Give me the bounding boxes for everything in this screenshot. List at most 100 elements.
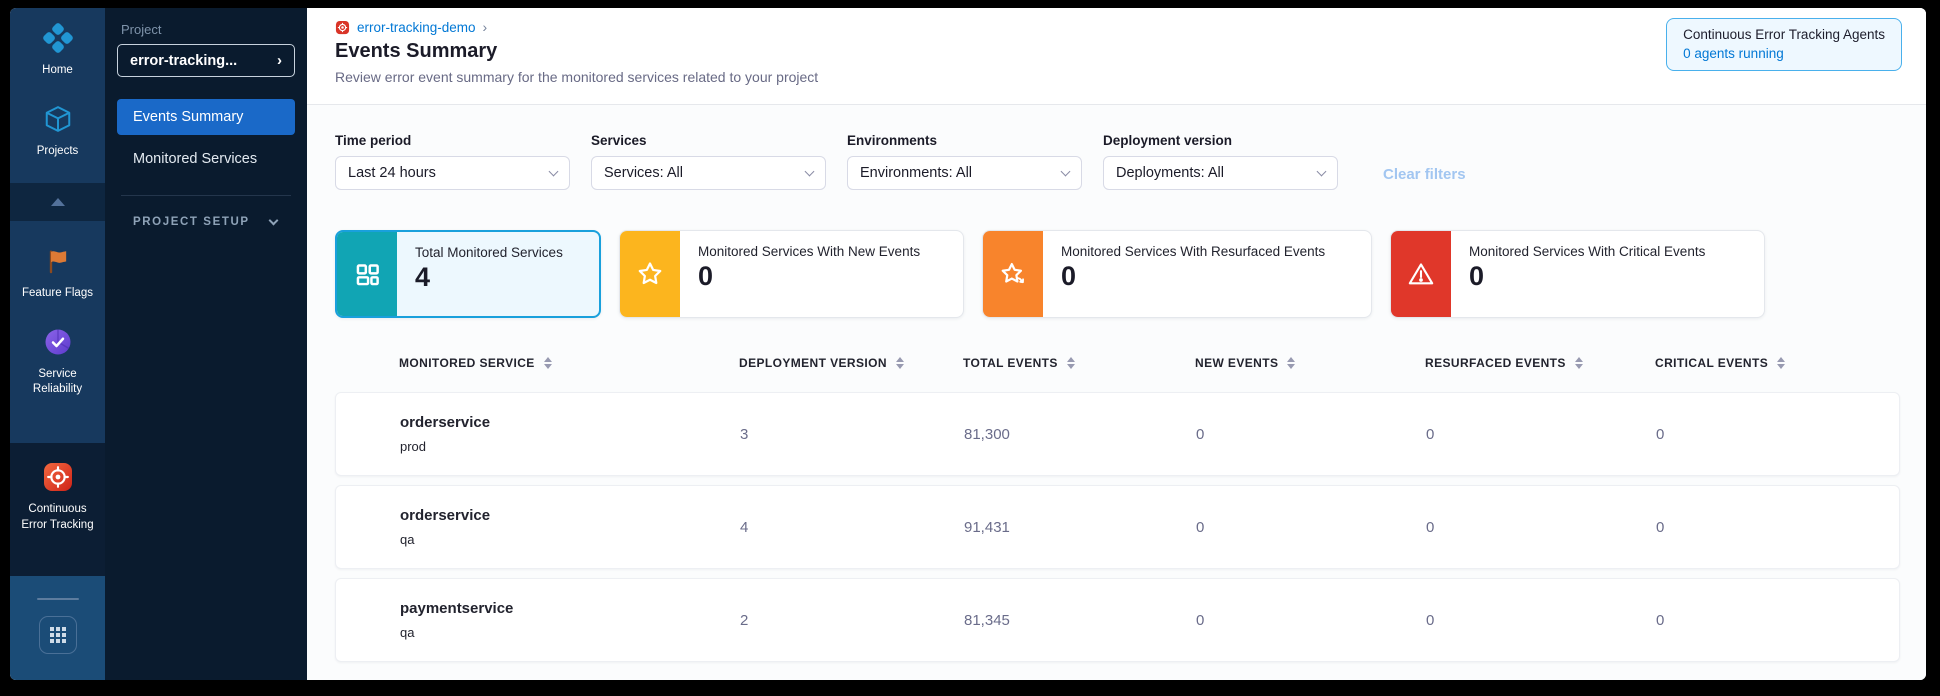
project-setup-toggle[interactable]: PROJECT SETUP <box>117 215 295 228</box>
service-environment: qa <box>400 532 415 547</box>
rail-item-service-reliability[interactable]: Service Reliability <box>10 324 105 398</box>
sort-icon <box>543 357 552 369</box>
page-subtitle: Review error event summary for the monit… <box>335 69 819 85</box>
chevron-down-icon <box>804 166 815 176</box>
column-header-label: CRITICAL EVENTS <box>1655 356 1769 370</box>
column-header-label: NEW EVENTS <box>1195 356 1279 370</box>
service-reliability-icon <box>40 324 76 360</box>
total-events-cell: 81,345 <box>964 611 1010 629</box>
service-cell: orderservice qa <box>400 507 740 547</box>
chevron-right-icon: › <box>482 19 488 35</box>
sidebar-divider <box>121 195 291 196</box>
stat-card-value: 4 <box>415 262 431 292</box>
filter-label: Services <box>591 133 647 148</box>
rail-section-top: Home Projects <box>10 8 105 183</box>
sort-icon <box>1287 357 1296 369</box>
new-events-cell: 0 <box>1196 425 1205 443</box>
sort-icon <box>1777 357 1786 369</box>
column-header-label: TOTAL EVENTS <box>963 356 1058 370</box>
sort-icon <box>895 357 904 369</box>
deployments-select[interactable]: Deployments: All <box>1103 156 1338 190</box>
column-header-total-events[interactable]: TOTAL EVENTS <box>963 356 1195 370</box>
resurfaced-events-cell: 0 <box>1426 425 1435 443</box>
rail-scroll-up[interactable] <box>10 183 105 221</box>
environments-select[interactable]: Environments: All <box>847 156 1082 190</box>
critical-events-cell: 0 <box>1656 611 1665 629</box>
service-environment: prod <box>400 439 427 454</box>
column-header-resurfaced-events[interactable]: RESURFACED EVENTS <box>1425 356 1655 370</box>
stat-card-new-events[interactable]: Monitored Services With New Events 0 <box>619 230 964 318</box>
column-header-label: RESURFACED EVENTS <box>1425 356 1566 370</box>
stat-card-value: 0 <box>698 261 714 291</box>
chevron-down-icon <box>548 166 559 176</box>
project-label: Project <box>121 22 162 37</box>
select-value: Services: All <box>604 165 683 181</box>
deployment-version-cell: 2 <box>740 611 749 629</box>
select-value: Environments: All <box>860 165 973 181</box>
project-selector-value: error-tracking... <box>130 52 238 69</box>
stat-card-label: Monitored Services With Resurfaced Event… <box>1061 244 1326 259</box>
critical-events-cell: 0 <box>1656 425 1665 443</box>
column-header-monitored-service[interactable]: MONITORED SERVICE <box>399 356 739 370</box>
table-row[interactable]: orderservice prod 3 81,300 0 0 0 <box>335 392 1900 476</box>
chevron-up-icon <box>50 198 65 206</box>
services-select[interactable]: Services: All <box>591 156 826 190</box>
main-content: error-tracking-demo › Events Summary Rev… <box>307 8 1926 680</box>
rail-item-home[interactable]: Home <box>10 20 105 79</box>
page-header: error-tracking-demo › Events Summary Rev… <box>307 8 1926 105</box>
table-row[interactable]: orderservice qa 4 91,431 0 0 0 <box>335 485 1900 569</box>
breadcrumb: error-tracking-demo › <box>335 19 1926 35</box>
chevron-right-icon: › <box>277 52 282 69</box>
sort-icon <box>1574 357 1583 369</box>
column-header-deployment-version[interactable]: DEPLOYMENT VERSION <box>739 356 963 370</box>
chevron-down-icon <box>1316 166 1327 176</box>
table-header-row: MONITORED SERVICE DEPLOYMENT VERSION TOT… <box>335 350 1900 376</box>
total-events-cell: 81,300 <box>964 425 1010 443</box>
critical-events-cell: 0 <box>1656 518 1665 536</box>
stat-card-label: Total Monitored Services <box>415 245 563 260</box>
column-header-new-events[interactable]: NEW EVENTS <box>1195 356 1425 370</box>
stat-card-total-monitored-services[interactable]: Total Monitored Services 4 <box>335 230 601 318</box>
select-value: Deployments: All <box>1116 165 1224 181</box>
page-title: Events Summary <box>335 40 498 62</box>
filter-label: Deployment version <box>1103 133 1233 148</box>
error-tracking-target-icon <box>40 459 76 495</box>
rail-item-label: Continuous Error Tracking <box>21 503 94 531</box>
project-selector[interactable]: error-tracking... › <box>117 44 295 77</box>
select-value: Last 24 hours <box>348 165 436 181</box>
time-period-select[interactable]: Last 24 hours <box>335 156 570 190</box>
error-tracking-target-icon <box>335 20 350 35</box>
star-icon <box>620 231 680 317</box>
stat-card-critical-events[interactable]: Monitored Services With Critical Events … <box>1390 230 1765 318</box>
agents-running-link[interactable]: 0 agents running <box>1683 46 1784 61</box>
filter-label: Time period <box>335 133 412 148</box>
table-row[interactable]: paymentservice qa 2 81,345 0 0 0 <box>335 578 1900 662</box>
service-cell: orderservice prod <box>400 414 740 454</box>
stat-card-resurfaced-events[interactable]: Monitored Services With Resurfaced Event… <box>982 230 1372 318</box>
chevron-down-icon <box>1060 166 1071 176</box>
sidebar-item-label: Monitored Services <box>133 151 258 167</box>
deployment-version-cell: 4 <box>740 518 749 536</box>
breadcrumb-project-link[interactable]: error-tracking-demo <box>357 19 476 35</box>
rail-section-selected: Continuous Error Tracking <box>10 443 105 576</box>
new-events-cell: 0 <box>1196 611 1205 629</box>
sidebar-item-monitored-services[interactable]: Monitored Services <box>117 141 295 177</box>
resurfaced-star-icon <box>983 231 1043 317</box>
sidebar-nav: Events Summary Monitored Services <box>117 99 295 177</box>
rail-item-feature-flags[interactable]: Feature Flags <box>10 243 105 302</box>
filter-environments: Environments Environments: All <box>847 133 1082 190</box>
stat-card-label: Monitored Services With Critical Events <box>1469 244 1706 259</box>
filter-services: Services Services: All <box>591 133 826 190</box>
column-header-critical-events[interactable]: CRITICAL EVENTS <box>1655 356 1900 370</box>
rail-item-continuous-error-tracking[interactable]: Continuous Error Tracking <box>10 459 105 533</box>
service-name: orderservice <box>400 414 491 431</box>
app-grid-button[interactable] <box>38 616 77 654</box>
service-name: orderservice <box>400 507 491 524</box>
app-window: Home Projects Feature Flags <box>10 8 1926 680</box>
chevron-down-icon <box>268 215 279 226</box>
agents-status-card[interactable]: Continuous Error Tracking Agents 0 agent… <box>1666 18 1902 71</box>
clear-filters-button[interactable]: Clear filters <box>1383 166 1466 183</box>
events-table: MONITORED SERVICE DEPLOYMENT VERSION TOT… <box>307 318 1926 662</box>
rail-item-projects[interactable]: Projects <box>10 101 105 160</box>
sidebar-item-events-summary[interactable]: Events Summary <box>117 99 295 135</box>
